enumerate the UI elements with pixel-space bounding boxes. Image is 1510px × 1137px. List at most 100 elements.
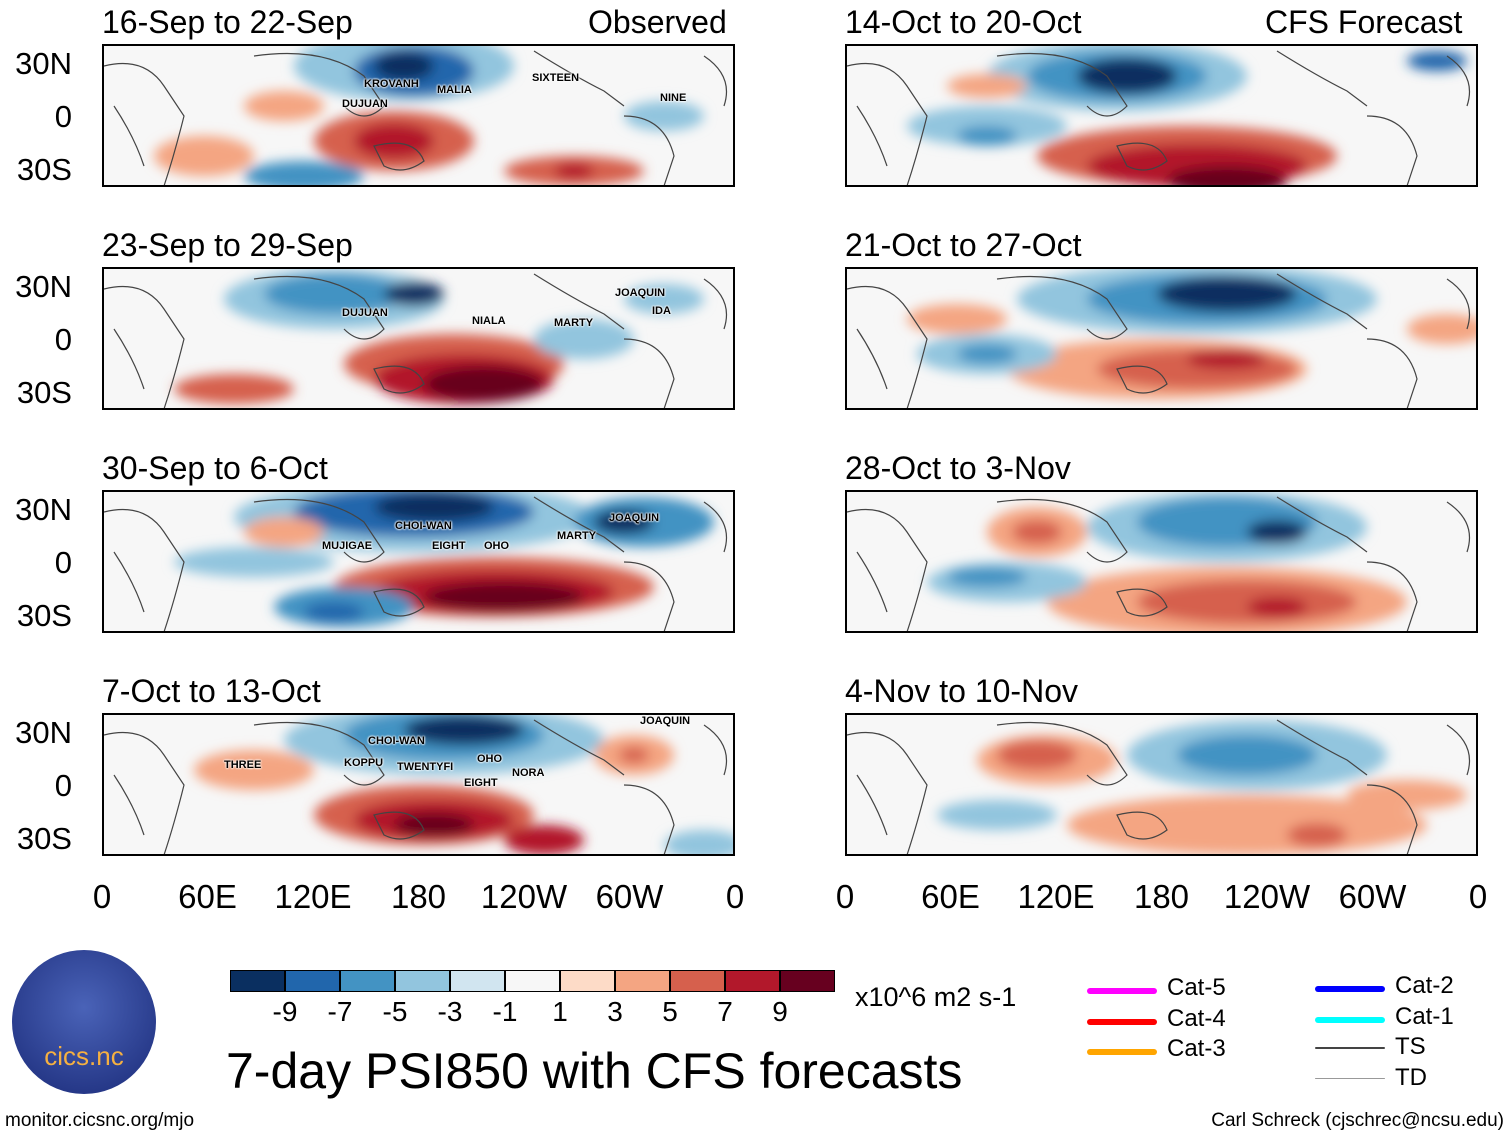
x-axis-label: 0 (725, 878, 745, 915)
y-axis-label: 30S (16, 152, 72, 187)
contour-region (1247, 520, 1307, 544)
storm-label: THREE (224, 759, 262, 771)
figure-title: 7-day PSI850 with CFS forecasts (226, 1043, 963, 1099)
contour-region (624, 101, 704, 131)
colorbar-label: -7 (327, 996, 353, 1027)
storm-label: OHO (477, 753, 503, 765)
coastlines (847, 719, 1471, 854)
contour-region (194, 750, 314, 790)
legend-line (1087, 1018, 1157, 1025)
anomaly-contours (104, 269, 728, 408)
storm-label: MARTY (554, 317, 594, 329)
map-panel (845, 267, 1478, 410)
contour-region (1157, 276, 1297, 312)
contour-region (664, 830, 733, 854)
coastlines (104, 273, 728, 408)
map-panel (845, 44, 1478, 187)
contour-region (384, 282, 444, 306)
colorbar-label: 3 (607, 996, 623, 1027)
anomaly-contours (104, 715, 733, 854)
storm-label: CHOI-WAN (395, 520, 452, 532)
contour-region (394, 813, 474, 837)
legend-line (1315, 1077, 1385, 1079)
contour-region (1137, 580, 1357, 624)
map-panel (102, 490, 735, 633)
storm-label: SIXTEEN (532, 72, 580, 84)
contour-region (1077, 58, 1177, 94)
panel-title: 16-Sep to 22-Sep (102, 4, 353, 40)
y-axis-label: 0 (54, 99, 72, 134)
map-panel (102, 44, 735, 187)
contour-region (374, 51, 434, 81)
anomaly-contours (847, 719, 1471, 854)
colorbar-label: 1 (552, 996, 568, 1027)
contour-region (534, 319, 634, 359)
colorbar-label: -1 (492, 996, 518, 1027)
cics-logo: cics.nc (12, 950, 156, 1094)
colorbar-units: x10^6 m2 s-1 (855, 982, 1017, 1012)
contour-region (1407, 314, 1476, 344)
contour-region (424, 582, 584, 612)
x-axis-label: 120E (1017, 878, 1095, 915)
legend-label: Cat-2 (1395, 972, 1454, 999)
contour-region (264, 274, 404, 314)
contour-region (957, 344, 1017, 364)
storm-label: NORA (512, 767, 545, 779)
colorbar-label: -9 (272, 996, 298, 1027)
y-axis-label: 30S (16, 598, 72, 633)
colorbar-swatch (395, 970, 450, 992)
contour-region (907, 304, 1007, 334)
observed-label: Observed (588, 4, 727, 40)
contour-region (1167, 166, 1287, 185)
contour-region (424, 366, 544, 402)
contour-region (1287, 823, 1347, 847)
logo-text: cics.nc (44, 1041, 124, 1071)
coastlines (847, 496, 1471, 631)
storm-label: MARTY (557, 530, 597, 542)
contour-region (374, 492, 494, 522)
contour-region (154, 136, 254, 176)
colorbar-swatch (560, 970, 615, 992)
colorbar-label: -3 (437, 996, 463, 1027)
storm-label: DUJUAN (342, 307, 388, 319)
legend-label: Cat-3 (1167, 1035, 1226, 1062)
contour-region (244, 161, 364, 185)
contour-region (1187, 349, 1267, 369)
legend-line (1087, 1049, 1157, 1055)
legend-label: TS (1395, 1033, 1426, 1060)
x-axis-label: 60W (595, 878, 664, 915)
y-axis-label: 30N (15, 492, 72, 527)
legend-line (1087, 988, 1157, 994)
storm-label: NINE (660, 92, 687, 104)
anomaly-contours (104, 492, 728, 631)
legend-label: Cat-4 (1167, 1004, 1226, 1032)
coastlines (104, 50, 728, 185)
storm-label: MUJIGAE (322, 540, 373, 552)
x-axis-label: 180 (1133, 878, 1190, 915)
x-axis-label: 0 (1468, 878, 1488, 915)
contour-region (937, 800, 1057, 830)
contour-region (957, 126, 1017, 146)
storm-label: MALIA (437, 84, 472, 96)
coastlines (104, 496, 728, 631)
y-axis-label: 30S (16, 375, 72, 410)
footer-credit: Carl Schreck (cjschrec@ncsu.edu) (1211, 1110, 1504, 1131)
footer-url[interactable]: monitor.cicsnc.org/mjo (5, 1110, 195, 1131)
storm-label: NIALA (472, 315, 506, 327)
y-axis-label: 30S (16, 821, 72, 856)
anomaly-contours (847, 269, 1476, 408)
colorbar-swatch (615, 970, 670, 992)
contour-region (244, 91, 324, 121)
panel-title: 4-Nov to 10-Nov (845, 673, 1078, 709)
colorbar-label: 7 (717, 996, 733, 1027)
colorbar-label: -5 (382, 996, 408, 1027)
colorbar-swatch (340, 970, 395, 992)
map-panel (845, 490, 1478, 633)
contour-region (947, 567, 1027, 587)
legend-line (1315, 986, 1385, 992)
y-axis-label: 30N (15, 46, 72, 81)
contour-region (244, 517, 324, 547)
contour-region (624, 284, 704, 314)
anomaly-contours (104, 46, 728, 185)
contour-region (997, 740, 1077, 770)
